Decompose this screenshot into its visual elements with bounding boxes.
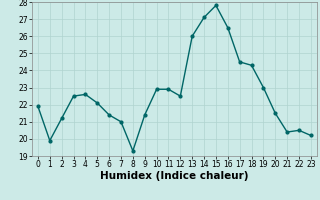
X-axis label: Humidex (Indice chaleur): Humidex (Indice chaleur) xyxy=(100,171,249,181)
